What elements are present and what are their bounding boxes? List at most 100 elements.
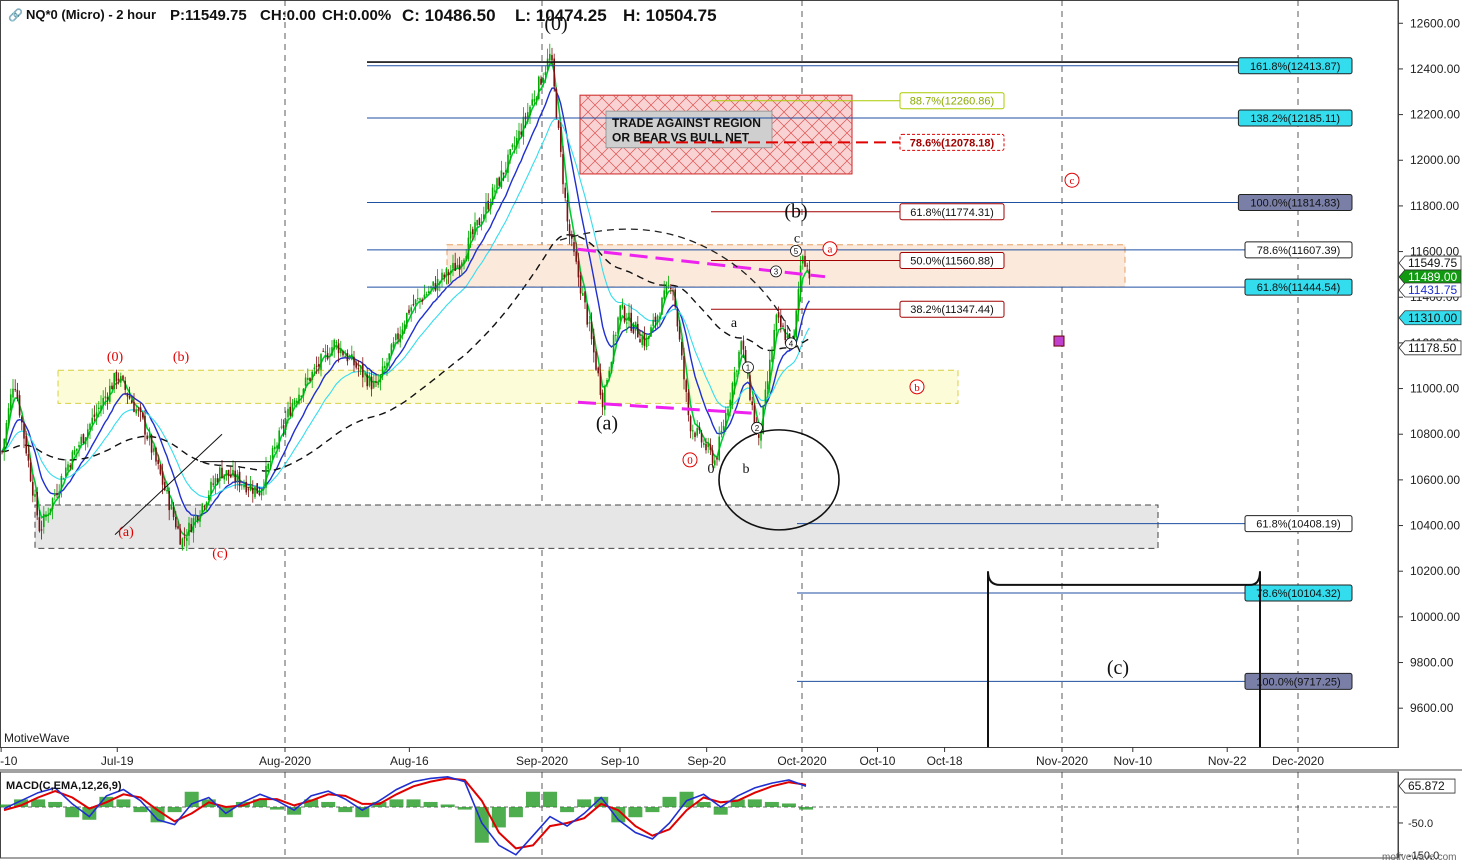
candle-body (29, 462, 32, 482)
candle-body (93, 414, 96, 417)
candle-body (458, 264, 461, 270)
fib-tag-mid-label: 61.8%(11774.31) (910, 207, 994, 219)
candle-body (725, 413, 727, 429)
candle-body (194, 514, 197, 521)
candle-body (329, 355, 331, 357)
candle-body (802, 256, 804, 264)
candle-body (346, 352, 349, 362)
fib-tag-right-label: 61.8%(10408.19) (1256, 519, 1340, 531)
macd-histogram-bar (628, 807, 643, 818)
candle-body (749, 375, 751, 400)
header-close: C: 10486.50 (402, 6, 496, 25)
candle-body (370, 376, 373, 390)
candle-body (408, 309, 410, 314)
candle-body (544, 72, 547, 76)
candle-body (289, 406, 291, 416)
candle-body (384, 365, 386, 369)
x-tick-label: Oct-2020 (777, 754, 827, 768)
candle-body (311, 371, 313, 380)
wave-label-0-minor: 0 (708, 462, 715, 477)
candle-body (80, 436, 82, 445)
candle-body (604, 387, 606, 410)
candle-body (219, 467, 221, 481)
x-tick-label: Jul-19 (101, 754, 134, 768)
candle-body (685, 380, 687, 392)
fib-tag-right (1237, 194, 1353, 212)
candle-body (227, 469, 230, 476)
candle-body (359, 366, 362, 368)
candle-body (186, 537, 188, 541)
candle-body (291, 402, 294, 416)
candle-body (403, 324, 406, 332)
candle-body (252, 487, 254, 494)
lower-channel-line (577, 400, 761, 416)
price-tag-label: 11489.00 (1408, 270, 1457, 284)
candle-body (324, 351, 327, 353)
red-label-c-circle-ring (1064, 172, 1080, 188)
candle-body (419, 298, 421, 300)
minor-count-label: 2 (755, 424, 760, 433)
candle-body (432, 281, 434, 286)
candle-body (687, 392, 690, 416)
link-icon[interactable]: 🔗 (8, 7, 23, 22)
fib-tag-right-label: 78.6%(11607.39) (1257, 245, 1341, 257)
candle-body (744, 350, 747, 370)
candle-body (181, 538, 184, 548)
macd-signal-line (3, 777, 807, 850)
candle-body (91, 417, 93, 424)
candle-body (619, 305, 621, 321)
macd-histogram-bar (577, 799, 592, 808)
trendline-1 (114, 433, 223, 536)
candle-body (476, 220, 478, 226)
y-tick-label: 11800.00 (1410, 199, 1459, 213)
candle-body (786, 335, 789, 338)
red-label-b: (b) (173, 350, 190, 365)
candle-body (225, 470, 228, 476)
candle-body (166, 490, 168, 492)
wave-label-c-major: (c) (1107, 657, 1129, 679)
dashed-curve (559, 228, 801, 353)
candle-body (197, 516, 199, 520)
macd-histogram-bar (116, 799, 131, 808)
minor-count-label: 4 (789, 339, 794, 348)
fib-tag-mid (899, 133, 1005, 151)
candle-body (168, 491, 170, 511)
x-tick-label: Nov-2020 (1036, 754, 1088, 768)
price-tag-label: 11178.50 (1408, 341, 1457, 355)
candle-body (256, 483, 258, 494)
candle-body (509, 149, 511, 155)
candle-body (304, 377, 307, 386)
candle-body (650, 327, 652, 337)
candle-body (84, 437, 87, 445)
candle-body (300, 395, 302, 397)
candle-body (522, 116, 525, 137)
candle-body (115, 371, 118, 382)
candle-body (516, 137, 518, 148)
candle-body (302, 388, 305, 396)
candle-body (21, 416, 23, 423)
candle-body (34, 494, 36, 497)
candle-body (665, 285, 668, 294)
candle-body (564, 187, 566, 198)
candle-body (76, 448, 78, 451)
candle-body (355, 362, 357, 368)
fib-tag-right (1244, 672, 1353, 690)
candle-body (584, 291, 586, 303)
x-tick-label: Nov-22 (1208, 754, 1247, 768)
red-label-a-circle: a (828, 244, 833, 256)
candle-body (780, 315, 782, 328)
candle-body (69, 465, 71, 468)
macd-histogram-bar (31, 799, 46, 808)
macd-histogram-bar (218, 807, 233, 818)
candle-body (381, 366, 384, 376)
candle-body (540, 78, 542, 85)
candle-body (751, 401, 753, 406)
brand-url[interactable]: motivewave.com (1382, 852, 1456, 863)
macd-histogram-bar (440, 804, 455, 808)
candle-body (392, 341, 395, 348)
candle-body (16, 389, 19, 399)
candle-body (366, 374, 368, 387)
candle-body (494, 190, 496, 192)
candle-body (439, 281, 441, 283)
